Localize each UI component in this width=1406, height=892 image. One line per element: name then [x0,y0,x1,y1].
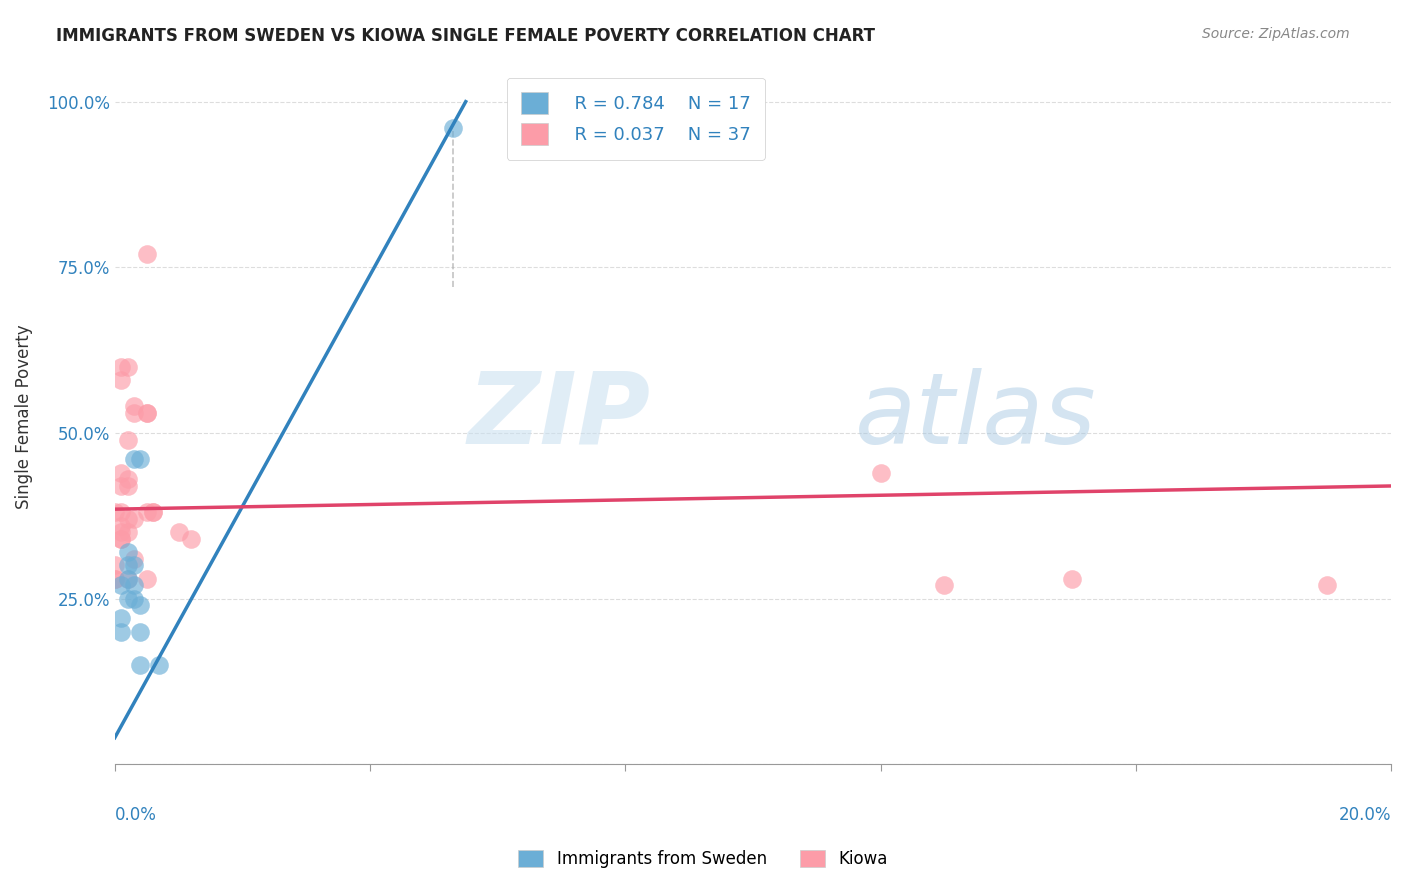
Text: 20.0%: 20.0% [1339,806,1391,824]
Point [117,512,139,526]
Text: 0.0%: 0.0% [115,806,156,824]
Point [122,400,145,414]
Point [122,512,145,526]
Point [142,506,165,520]
Point [869,466,891,480]
Text: atlas: atlas [855,368,1097,465]
Point [122,578,145,592]
Point [117,558,139,573]
Point [110,611,132,625]
Point [122,406,145,420]
Point [117,525,139,540]
Point [148,657,170,672]
Point [117,472,139,486]
Point [117,433,139,447]
Point [129,452,152,467]
Point [110,466,132,480]
Point [104,572,127,586]
Point [122,558,145,573]
Point [110,506,132,520]
Point [167,525,190,540]
Point [117,479,139,493]
Text: Source: ZipAtlas.com: Source: ZipAtlas.com [1202,27,1350,41]
Point [110,624,132,639]
Point [110,578,132,592]
Legend:   R = 0.784    N = 17,   R = 0.037    N = 37: R = 0.784 N = 17, R = 0.037 N = 37 [506,78,765,160]
Point [110,532,132,546]
Point [110,518,132,533]
Point [110,532,132,546]
Point [129,599,152,613]
Point [117,572,139,586]
Legend: Immigrants from Sweden, Kiowa: Immigrants from Sweden, Kiowa [512,843,894,875]
Point [104,572,127,586]
Text: IMMIGRANTS FROM SWEDEN VS KIOWA SINGLE FEMALE POVERTY CORRELATION CHART: IMMIGRANTS FROM SWEDEN VS KIOWA SINGLE F… [56,27,876,45]
Point [441,121,464,136]
Point [180,532,202,546]
Point [122,591,145,606]
Point [110,479,132,493]
Point [142,506,165,520]
Point [110,373,132,387]
Point [117,572,139,586]
Point [1060,572,1083,586]
Point [117,591,139,606]
Point [135,406,157,420]
Point [135,572,157,586]
Point [135,506,157,520]
Point [110,525,132,540]
Y-axis label: Single Female Poverty: Single Female Poverty [15,324,32,508]
Point [117,545,139,559]
Point [1316,578,1339,592]
Point [104,506,127,520]
Point [934,578,956,592]
Point [129,624,152,639]
Point [135,247,157,261]
Point [122,452,145,467]
Point [104,558,127,573]
Point [122,552,145,566]
Text: ZIP: ZIP [468,368,651,465]
Point [135,406,157,420]
Point [129,657,152,672]
Point [110,359,132,374]
Point [117,359,139,374]
